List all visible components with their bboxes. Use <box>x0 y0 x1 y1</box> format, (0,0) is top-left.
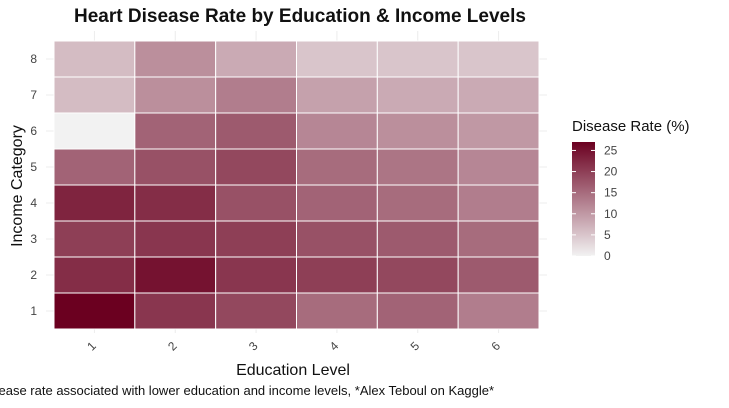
heatmap-cell-edu5-inc7 <box>376 76 459 114</box>
y-axis-title: Income Category <box>9 125 26 247</box>
heatmap-cell-edu5-inc6 <box>376 112 459 150</box>
y-tick-label: 7 <box>30 88 37 102</box>
chart-title: Heart Disease Rate by Education & Income… <box>74 6 526 27</box>
x-tick-label: 3 <box>246 339 261 354</box>
heatmap-cell-edu2-inc8 <box>134 40 217 78</box>
heatmap-cell-edu2-inc2 <box>134 256 217 294</box>
legend-tick-label: 5 <box>604 228 611 242</box>
heatmap-cell-edu3-inc7 <box>215 76 298 114</box>
heatmap-cell-edu5-inc8 <box>376 40 459 78</box>
heatmap-cell-edu1-inc3 <box>53 220 136 258</box>
heatmap-cell-edu2-inc1 <box>134 292 217 330</box>
heatmap-cell-edu2-inc5 <box>134 148 217 186</box>
y-tick-label: 4 <box>30 196 37 210</box>
x-tick-label: 4 <box>327 339 342 354</box>
heatmap-cell-edu3-inc2 <box>215 256 298 294</box>
heatmap-cell-edu3-inc4 <box>215 184 298 222</box>
heatmap-cell-edu6-inc2 <box>457 256 540 294</box>
y-tick-label: 8 <box>30 52 37 66</box>
heatmap-cell-edu4-inc7 <box>296 76 378 114</box>
heatmap-cell-edu3-inc6 <box>215 112 298 150</box>
heatmap-cell-edu1-inc5 <box>53 148 136 186</box>
legend: Disease Rate (%) 0 5 10 15 20 25 <box>572 118 690 263</box>
legend-title: Disease Rate (%) <box>572 118 690 135</box>
legend-tick-label: 10 <box>604 207 618 221</box>
heatmap-cell-edu2-inc3 <box>134 220 217 258</box>
heatmap-cell-edu3-inc1 <box>215 292 298 330</box>
heatmap-cell-edu6-inc8 <box>457 40 540 78</box>
heatmap-cell-edu3-inc8 <box>215 40 298 78</box>
heatmap-cell-edu1-inc1 <box>53 292 136 330</box>
y-tick-label: 1 <box>30 304 37 318</box>
y-tick-label: 3 <box>30 232 37 246</box>
heatmap-cell-edu5-inc5 <box>376 148 459 186</box>
heatmap-cell-edu6-inc3 <box>457 220 540 258</box>
heatmap-cell-edu4-inc8 <box>296 40 378 78</box>
x-tick-label: 2 <box>165 339 180 354</box>
heatmap-cell-edu3-inc5 <box>215 148 298 186</box>
heatmap-cell-edu5-inc3 <box>376 220 459 258</box>
legend-colorbar <box>572 142 595 256</box>
heatmap-cell-edu6-inc6 <box>457 112 540 150</box>
cells-layer <box>53 40 540 330</box>
heatmap-cell-edu6-inc4 <box>457 184 540 222</box>
heatmap-cell-edu6-inc5 <box>457 148 540 186</box>
legend-tick-label: 20 <box>604 165 618 179</box>
legend-tick-label: 0 <box>604 249 611 263</box>
heatmap-cell-edu4-inc1 <box>296 292 378 330</box>
legend-ticks: 0 5 10 15 20 25 <box>572 143 618 263</box>
heatmap-cell-edu4-inc2 <box>296 256 378 294</box>
heatmap-cell-edu4-inc4 <box>296 184 378 222</box>
legend-tick-label: 25 <box>604 143 618 157</box>
heatmap-cell-edu4-inc3 <box>296 220 378 258</box>
x-axis-title: Education Level <box>236 362 350 379</box>
heatmap-cell-edu1-inc6 <box>53 112 136 150</box>
heatmap-cell-edu5-inc2 <box>376 256 459 294</box>
heatmap-cell-edu3-inc3 <box>215 220 298 258</box>
heatmap-cell-edu5-inc1 <box>376 292 459 330</box>
heatmap-cell-edu2-inc6 <box>134 112 217 150</box>
heatmap-cell-edu1-inc4 <box>53 184 136 222</box>
legend-tick-label: 15 <box>604 186 618 200</box>
y-tick-label: 6 <box>30 124 37 138</box>
heatmap-cell-edu6-inc7 <box>457 76 540 114</box>
chart-caption: sease rate associated with lower educati… <box>0 383 495 398</box>
heatmap-cell-edu4-inc5 <box>296 148 378 186</box>
heatmap-cell-edu1-inc7 <box>53 76 136 114</box>
heatmap-cell-edu4-inc6 <box>296 112 378 150</box>
heatmap-cell-edu1-inc8 <box>53 40 136 78</box>
heatmap-cell-edu6-inc1 <box>457 292 540 330</box>
y-tick-label: 2 <box>30 268 37 282</box>
heatmap-cell-edu2-inc4 <box>134 184 217 222</box>
heatmap-cell-edu2-inc7 <box>134 76 217 114</box>
heatmap-cell-edu5-inc4 <box>376 184 459 222</box>
y-tick-label: 5 <box>30 160 37 174</box>
x-tick-label: 5 <box>408 339 423 354</box>
heatmap-cell-edu1-inc2 <box>53 256 136 294</box>
x-tick-label: 6 <box>488 339 503 354</box>
x-tick-label: 1 <box>84 339 99 354</box>
